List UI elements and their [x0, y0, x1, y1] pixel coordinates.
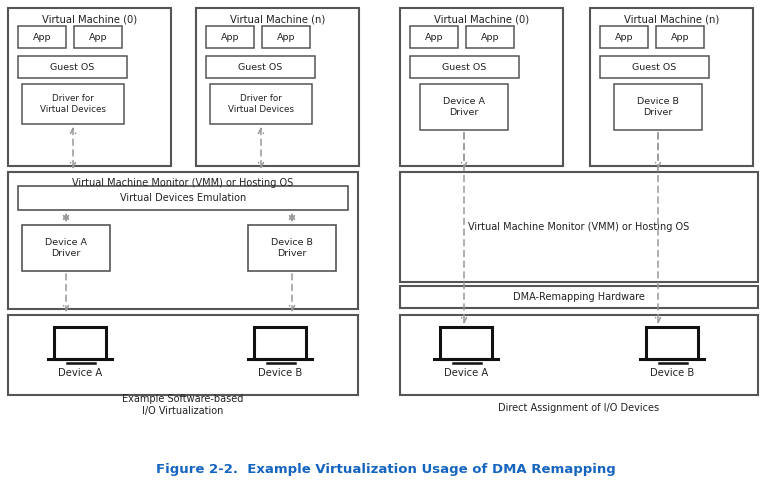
Text: Guest OS: Guest OS — [631, 63, 676, 71]
Text: Guest OS: Guest OS — [238, 63, 282, 71]
Text: Virtual Devices Emulation: Virtual Devices Emulation — [120, 193, 246, 203]
Text: Figure 2-2.  Example Virtualization Usage of DMA Remapping: Figure 2-2. Example Virtualization Usage… — [156, 463, 616, 477]
Text: App: App — [425, 33, 443, 41]
Text: Device A: Device A — [58, 368, 102, 378]
Bar — [18, 56, 127, 78]
Bar — [54, 327, 106, 359]
Bar — [8, 315, 358, 395]
Text: Virtual Machine (n): Virtual Machine (n) — [230, 14, 325, 24]
Bar — [8, 172, 358, 309]
Text: Device B
Driver: Device B Driver — [637, 97, 679, 117]
Text: App: App — [615, 33, 633, 41]
Bar — [8, 8, 171, 166]
Bar — [614, 84, 702, 130]
Bar — [196, 8, 359, 166]
Text: Example Software-based
I/O Virtualization: Example Software-based I/O Virtualizatio… — [122, 394, 244, 416]
Bar — [590, 8, 753, 166]
Text: Device B
Driver: Device B Driver — [271, 238, 313, 258]
Text: App: App — [221, 33, 239, 41]
Text: Virtual Machine Monitor (VMM) or Hosting OS: Virtual Machine Monitor (VMM) or Hosting… — [469, 222, 689, 232]
Bar — [600, 26, 648, 48]
Bar — [410, 56, 519, 78]
Text: Virtual Machine (0): Virtual Machine (0) — [434, 14, 529, 24]
Text: Driver for
Virtual Devices: Driver for Virtual Devices — [40, 94, 106, 114]
Text: Direct Assignment of I/O Devices: Direct Assignment of I/O Devices — [499, 403, 659, 413]
Bar — [600, 56, 709, 78]
Text: Guest OS: Guest OS — [442, 63, 486, 71]
Text: App: App — [671, 33, 689, 41]
Text: App: App — [481, 33, 499, 41]
Bar — [400, 286, 758, 308]
Text: Guest OS: Guest OS — [50, 63, 94, 71]
Text: Driver for
Virtual Devices: Driver for Virtual Devices — [228, 94, 294, 114]
Bar — [400, 315, 758, 395]
Bar — [400, 172, 758, 282]
Bar — [206, 56, 315, 78]
Bar — [466, 26, 514, 48]
Bar — [646, 327, 698, 359]
Text: Virtual Machine (n): Virtual Machine (n) — [624, 14, 720, 24]
Bar — [18, 26, 66, 48]
Bar — [18, 186, 348, 210]
Text: Device B: Device B — [258, 368, 302, 378]
Text: Device A: Device A — [444, 368, 488, 378]
Bar — [74, 26, 122, 48]
Bar — [254, 327, 306, 359]
Bar — [440, 327, 492, 359]
Text: App: App — [32, 33, 51, 41]
Bar — [210, 84, 312, 124]
Text: Virtual Machine (0): Virtual Machine (0) — [42, 14, 137, 24]
Bar — [420, 84, 508, 130]
Text: Device B: Device B — [650, 368, 694, 378]
Bar — [262, 26, 310, 48]
Bar — [248, 225, 336, 271]
Bar — [22, 225, 110, 271]
Bar — [410, 26, 458, 48]
Text: DMA-Remapping Hardware: DMA-Remapping Hardware — [513, 292, 645, 302]
Text: Virtual Machine Monitor (VMM) or Hosting OS: Virtual Machine Monitor (VMM) or Hosting… — [73, 178, 293, 188]
Text: App: App — [276, 33, 295, 41]
Bar — [206, 26, 254, 48]
Bar — [22, 84, 124, 124]
Text: Device A
Driver: Device A Driver — [443, 97, 485, 117]
Bar — [656, 26, 704, 48]
Text: App: App — [89, 33, 107, 41]
Bar — [400, 8, 563, 166]
Text: Device A
Driver: Device A Driver — [45, 238, 87, 258]
